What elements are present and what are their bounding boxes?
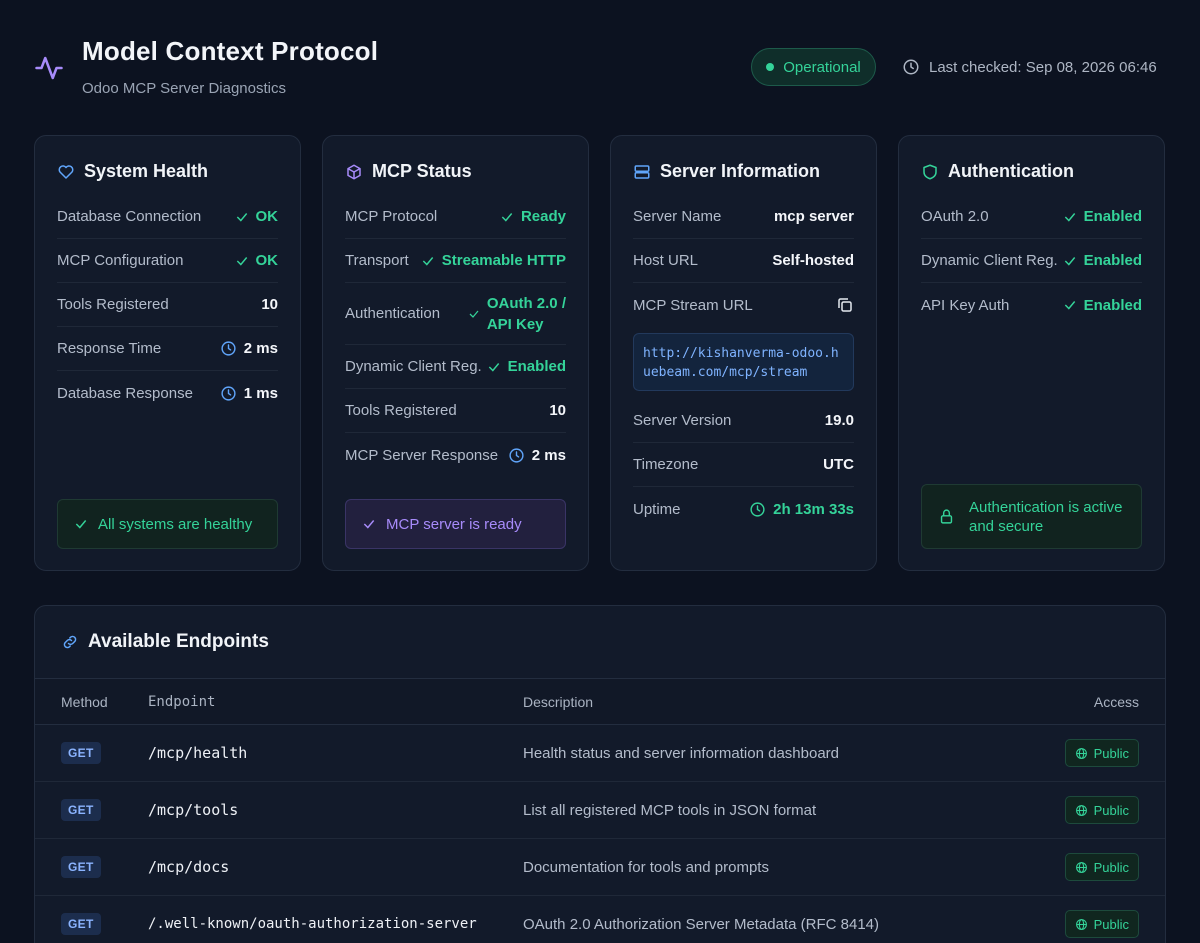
row-uptime: Uptime 2h 13m 33s: [633, 500, 854, 518]
access-badge: Public: [1064, 739, 1139, 767]
endpoint-path[interactable]: /.well-known/oauth-authorization-server: [148, 916, 477, 932]
row-dynamic-client-reg: Dynamic Client Reg. Enabled: [921, 239, 1142, 283]
row-host-url: Host URL Self-hosted: [633, 239, 854, 283]
row-oauth: OAuth 2.0 Enabled: [921, 195, 1142, 239]
method-badge: GET: [61, 856, 101, 878]
status-dot: [766, 63, 775, 71]
health-status-banner: All systems are healthy: [57, 499, 278, 549]
globe-icon: [1075, 804, 1087, 816]
table-row[interactable]: GET /mcp/health Health status and server…: [35, 725, 1165, 782]
shield-icon: [923, 164, 937, 179]
clock-icon: [750, 501, 765, 517]
endpoint-description: OAuth 2.0 Authorization Server Metadata …: [523, 915, 880, 933]
endpoint-description: List all registered MCP tools in JSON fo…: [523, 801, 817, 819]
access-badge: Public: [1064, 853, 1139, 881]
table-row[interactable]: GET /mcp/docs Documentation for tools an…: [35, 839, 1165, 896]
access-badge: Public: [1064, 796, 1139, 824]
page-title: Model Context Protocol: [82, 36, 379, 66]
endpoints-table: Method Endpoint Description Access GET /…: [35, 678, 1165, 943]
check-icon: [469, 310, 479, 318]
link-icon: [63, 635, 77, 649]
check-icon: [236, 256, 247, 266]
check-icon: [1064, 301, 1075, 310]
row-dynamic-client-reg: Dynamic Client Reg. Enabled: [345, 345, 566, 389]
row-mcp-configuration: MCP Configuration OK: [57, 239, 278, 283]
endpoints-title: Available Endpoints: [61, 631, 269, 653]
access-badge: Public: [1064, 910, 1139, 938]
page-subtitle: Odoo MCP Server Diagnostics: [82, 80, 286, 97]
heart-icon: [58, 164, 74, 179]
mcp-status-card: MCP Status MCP Protocol Ready Transport …: [322, 135, 589, 571]
card-title: MCP Status: [345, 161, 472, 182]
clock-icon: [509, 447, 524, 463]
endpoint-description: Health status and server information das…: [523, 744, 840, 762]
row-timezone: Timezone UTC: [633, 443, 854, 487]
method-badge: GET: [61, 799, 101, 821]
page-header: Model Context Protocol Odoo MCP Server D…: [0, 0, 1200, 120]
activity-icon: [35, 56, 63, 80]
endpoint-path[interactable]: /mcp/health: [148, 744, 248, 762]
row-mcp-server-response: MCP Server Response 2 ms: [345, 446, 566, 464]
system-health-card: System Health Database Connection OK MCP…: [34, 135, 301, 571]
card-title: Server Information: [633, 161, 820, 182]
status-label: Operational: [783, 58, 861, 76]
check-icon: [1064, 256, 1075, 266]
method-badge: GET: [61, 742, 101, 764]
row-database-connection: Database Connection OK: [57, 195, 278, 239]
check-icon: [236, 212, 247, 222]
endpoint-description: Documentation for tools and prompts: [523, 858, 769, 876]
card-title: Authentication: [921, 161, 1074, 182]
table-header: Method Endpoint Description Access: [35, 678, 1165, 725]
row-transport: Transport Streamable HTTP: [345, 239, 566, 283]
mcp-stream-url[interactable]: http://kishanverma-odoo.huebeam.com/mcp/…: [633, 333, 854, 391]
check-icon: [488, 362, 499, 372]
table-row[interactable]: GET /mcp/tools List all registered MCP t…: [35, 782, 1165, 839]
row-tools-registered: Tools Registered 10: [57, 283, 278, 327]
clock-icon: [221, 341, 236, 356]
row-mcp-stream-url: MCP Stream URL: [633, 283, 854, 327]
auth-status-banner: Authentication is active and secure: [921, 484, 1142, 549]
endpoint-path[interactable]: /mcp/docs: [148, 858, 230, 876]
row-response-time: Response Time 2 ms: [57, 327, 278, 371]
row-database-response: Database Response 1 ms: [57, 384, 278, 402]
check-icon: [501, 212, 513, 222]
check-icon: [363, 520, 375, 529]
clock-icon: [221, 385, 236, 401]
globe-icon: [1075, 747, 1087, 759]
check-icon: [1064, 212, 1075, 222]
mcp-ready-banner: MCP server is ready: [345, 499, 566, 549]
globe-icon: [1075, 861, 1087, 873]
row-api-key-auth: API Key Auth Enabled: [921, 296, 1142, 314]
copy-icon[interactable]: [836, 296, 854, 314]
authentication-card: Authentication OAuth 2.0 Enabled Dynamic…: [898, 135, 1165, 571]
last-checked-text: Last checked: Sep 08, 2026 06:46: [929, 58, 1157, 76]
lock-icon: [940, 509, 953, 524]
row-tools-registered: Tools Registered 10: [345, 389, 566, 433]
last-checked: Last checked: Sep 08, 2026 06:46: [902, 58, 1157, 76]
check-icon: [422, 256, 434, 266]
table-row[interactable]: GET /.well-known/oauth-authorization-ser…: [35, 896, 1165, 943]
server-information-card: Server Information Server Name mcp serve…: [610, 135, 877, 571]
globe-icon: [1075, 918, 1087, 930]
endpoint-path[interactable]: /mcp/tools: [148, 801, 239, 819]
clock-icon: [903, 59, 919, 75]
row-server-version: Server Version 19.0: [633, 399, 854, 443]
row-authentication: Authentication OAuth 2.0 / API Key: [345, 283, 566, 345]
row-mcp-protocol: MCP Protocol Ready: [345, 195, 566, 239]
endpoints-panel: Available Endpoints Method Endpoint Desc…: [34, 605, 1166, 943]
box-icon: [347, 164, 361, 179]
method-badge: GET: [61, 913, 101, 935]
status-badge: Operational: [751, 48, 876, 86]
row-server-name: Server Name mcp server: [633, 195, 854, 239]
check-icon: [75, 520, 87, 529]
card-title: System Health: [57, 161, 208, 182]
server-icon: [634, 164, 650, 179]
